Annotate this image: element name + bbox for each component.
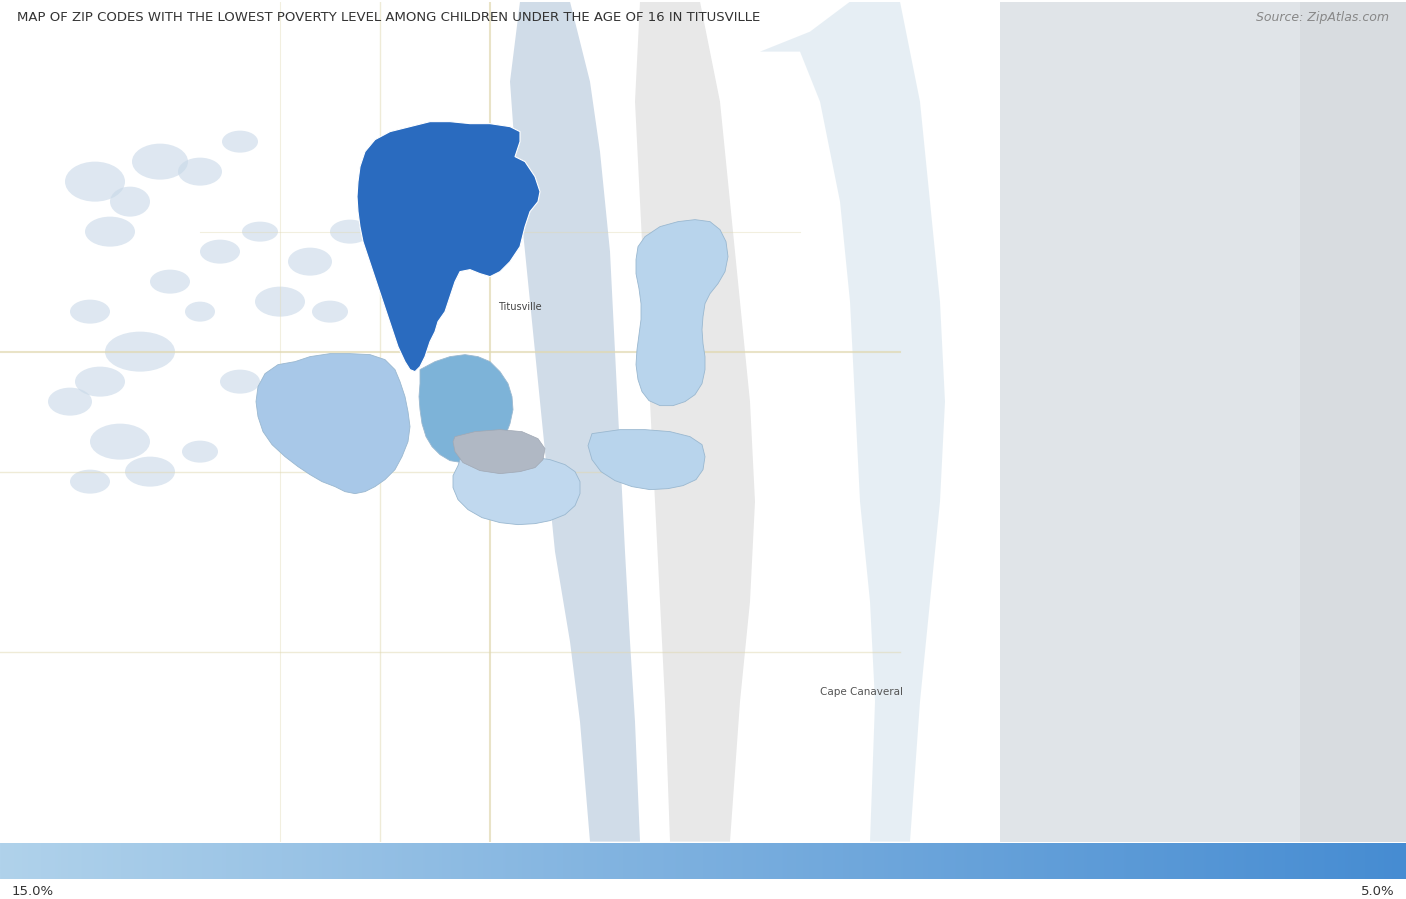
Polygon shape [453, 455, 581, 525]
Ellipse shape [125, 457, 174, 486]
Ellipse shape [70, 299, 110, 324]
Ellipse shape [70, 469, 110, 494]
Ellipse shape [105, 332, 174, 371]
Ellipse shape [330, 219, 370, 244]
Ellipse shape [48, 387, 91, 415]
Ellipse shape [65, 162, 125, 201]
Ellipse shape [222, 130, 257, 153]
Ellipse shape [110, 187, 150, 217]
Ellipse shape [150, 270, 190, 294]
Ellipse shape [219, 369, 260, 394]
Text: Cape Canaveral: Cape Canaveral [820, 687, 903, 697]
Ellipse shape [186, 302, 215, 322]
Polygon shape [761, 2, 945, 841]
Polygon shape [419, 354, 513, 463]
Ellipse shape [312, 300, 349, 323]
Polygon shape [256, 353, 411, 494]
Ellipse shape [242, 222, 278, 242]
Bar [1301, 2, 1406, 841]
Polygon shape [510, 2, 640, 841]
Polygon shape [357, 121, 540, 371]
Ellipse shape [132, 144, 188, 180]
Ellipse shape [200, 240, 240, 263]
Polygon shape [636, 2, 755, 841]
Ellipse shape [84, 217, 135, 246]
Text: Titusville: Titusville [498, 302, 541, 312]
Text: MAP OF ZIP CODES WITH THE LOWEST POVERTY LEVEL AMONG CHILDREN UNDER THE AGE OF 1: MAP OF ZIP CODES WITH THE LOWEST POVERTY… [17, 11, 761, 23]
Ellipse shape [90, 423, 150, 459]
Text: 5.0%: 5.0% [1361, 885, 1395, 898]
Ellipse shape [181, 441, 218, 463]
Polygon shape [636, 219, 728, 405]
Ellipse shape [179, 157, 222, 185]
Bar [1000, 2, 1406, 841]
Text: 15.0%: 15.0% [11, 885, 53, 898]
Ellipse shape [75, 367, 125, 396]
Ellipse shape [288, 247, 332, 276]
Polygon shape [453, 430, 546, 474]
Ellipse shape [254, 287, 305, 316]
Polygon shape [588, 430, 704, 490]
Text: Source: ZipAtlas.com: Source: ZipAtlas.com [1256, 11, 1389, 23]
